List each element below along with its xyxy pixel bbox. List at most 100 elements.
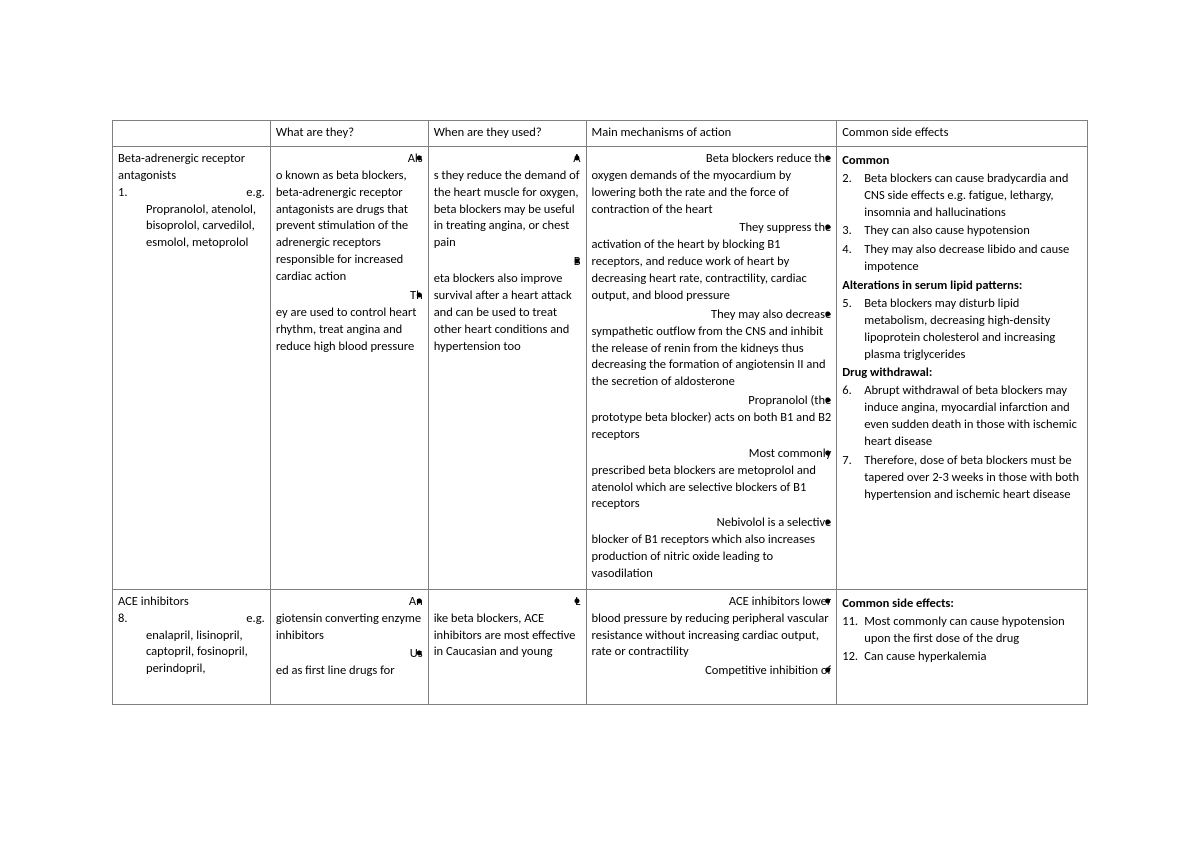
cell-drug-name: ACE inhibitors 8. e.g. enalapril, lisino… bbox=[113, 589, 271, 704]
example-number: 1. bbox=[118, 185, 138, 202]
bullet-icon: • bbox=[824, 220, 831, 234]
bullet-item: • Nebivolol is a selective blocker of B1… bbox=[592, 515, 832, 583]
bullet-icon: • bbox=[574, 594, 581, 608]
bullet-icon: • bbox=[416, 151, 423, 165]
example-text: enalapril, lisinopril, captopril, fosino… bbox=[140, 628, 265, 679]
list-item: 11. Most commonly can cause hypotension … bbox=[842, 614, 1082, 648]
table-header-row: What are they? When are they used? Main … bbox=[113, 121, 1088, 147]
bullet-item: • ACE inhibitors lower blood pressure by… bbox=[592, 594, 832, 662]
bullet-body: ed as first line drugs for bbox=[276, 663, 423, 680]
cell-drug-name: Beta-adrenergic receptor antagonists 1. … bbox=[113, 146, 271, 589]
item-text: Beta blockers can cause bradycardia and … bbox=[864, 171, 1068, 220]
bullet-body: s they reduce the demand of the heart mu… bbox=[434, 168, 581, 252]
bullet-item: • Als o known as beta blockers, beta-adr… bbox=[276, 151, 423, 286]
bullet-body: sympathetic outflow from the CNS and inh… bbox=[592, 324, 832, 392]
bullet-item: • An giotensin converting enzyme inhibit… bbox=[276, 594, 423, 645]
header-side-effects: Common side effects bbox=[837, 121, 1088, 147]
list-item: 5. Beta blockers may disturb lipid metab… bbox=[842, 296, 1082, 364]
bullet-lead: They suppress the bbox=[735, 220, 831, 237]
bullet-icon: • bbox=[574, 254, 581, 268]
bullet-body: o known as beta blockers, beta-adrenergi… bbox=[276, 168, 423, 286]
bullet-item: • Us ed as first line drugs for bbox=[276, 646, 423, 680]
item-text: Abrupt withdrawal of beta blockers may i… bbox=[864, 383, 1077, 449]
bullet-body: oxygen demands of the myocardium by lowe… bbox=[592, 168, 832, 219]
bullet-item: • L ike beta blockers, ACE inhibitors ar… bbox=[434, 594, 581, 662]
bullet-icon: • bbox=[416, 594, 423, 608]
item-number: 7. bbox=[842, 453, 862, 470]
item-text: Can cause hyperkalemia bbox=[864, 649, 986, 664]
bullet-body: giotensin converting enzyme inhibitors bbox=[276, 611, 423, 645]
bullet-lead: Nebivolol is a selective bbox=[713, 515, 832, 532]
item-text: They may also decrease libido and cause … bbox=[864, 242, 1069, 274]
bullet-icon: • bbox=[824, 594, 831, 608]
item-number: 2. bbox=[842, 171, 862, 188]
bullet-icon: • bbox=[574, 151, 581, 165]
bullet-body: activation of the heart by blocking B1 r… bbox=[592, 237, 832, 305]
header-what: What are they? bbox=[270, 121, 428, 147]
example-label: e.g. bbox=[246, 185, 265, 202]
item-text: Most commonly can cause hypotension upon… bbox=[864, 614, 1064, 646]
bullet-icon: • bbox=[824, 393, 831, 407]
bullet-item: • B eta blockers also improve survival a… bbox=[434, 254, 581, 355]
side-effect-heading: Drug withdrawal: bbox=[842, 365, 1082, 382]
item-number: 12. bbox=[842, 649, 862, 666]
bullet-icon: • bbox=[824, 307, 831, 321]
item-text: Beta blockers may disturb lipid metaboli… bbox=[864, 296, 1055, 362]
table-row: Beta-adrenergic receptor antagonists 1. … bbox=[113, 146, 1088, 589]
cell-when: • L ike beta blockers, ACE inhibitors ar… bbox=[428, 589, 586, 704]
bullet-item: • A s they reduce the demand of the hear… bbox=[434, 151, 581, 252]
bullet-item: • Propranolol (the prototype beta blocke… bbox=[592, 393, 832, 444]
cell-mechanism: • Beta blockers reduce the oxygen demand… bbox=[586, 146, 837, 589]
bullet-icon: • bbox=[824, 663, 831, 677]
bullet-lead: ACE inhibitors lower bbox=[725, 594, 831, 611]
cell-when: • A s they reduce the demand of the hear… bbox=[428, 146, 586, 589]
bullet-item: • Most commonly prescribed beta blockers… bbox=[592, 446, 832, 514]
bullet-body: eta blockers also improve survival after… bbox=[434, 271, 581, 355]
bullet-icon: • bbox=[824, 446, 831, 460]
drug-name: Beta-adrenergic receptor antagonists bbox=[118, 151, 265, 185]
list-item: 12. Can cause hyperkalemia bbox=[842, 649, 1082, 666]
drug-examples: 1. e.g. Propranolol, atenolol, bisoprolo… bbox=[118, 185, 265, 253]
item-number: 6. bbox=[842, 383, 862, 400]
cell-side-effects: Common 2. Beta blockers can cause bradyc… bbox=[837, 146, 1088, 589]
bullet-item: • Beta blockers reduce the oxygen demand… bbox=[592, 151, 832, 219]
example-number: 8. bbox=[118, 611, 138, 628]
bullet-lead: They may also decrease bbox=[707, 307, 831, 324]
drug-examples: 8. e.g. enalapril, lisinopril, captopril… bbox=[118, 611, 265, 679]
bullet-body: ey are used to control heart rhythm, tre… bbox=[276, 305, 423, 356]
bullet-lead: Most commonly bbox=[745, 446, 831, 463]
side-effect-heading: Common bbox=[842, 153, 1082, 170]
list-item: 2. Beta blockers can cause bradycardia a… bbox=[842, 171, 1082, 222]
cell-what: • An giotensin converting enzyme inhibit… bbox=[270, 589, 428, 704]
drug-name: ACE inhibitors bbox=[118, 594, 265, 611]
cell-side-effects: Common side effects: 11. Most commonly c… bbox=[837, 589, 1088, 704]
bullet-icon: • bbox=[416, 646, 423, 660]
bullet-lead: Propranolol (the bbox=[744, 393, 831, 410]
bullet-item: • They suppress the activation of the he… bbox=[592, 220, 832, 304]
list-item: 6. Abrupt withdrawal of beta blockers ma… bbox=[842, 383, 1082, 451]
list-item: 3. They can also cause hypotension bbox=[842, 223, 1082, 240]
item-number: 4. bbox=[842, 242, 862, 259]
document-page: What are they? When are they used? Main … bbox=[0, 0, 1200, 705]
cell-mechanism: • ACE inhibitors lower blood pressure by… bbox=[586, 589, 837, 704]
bullet-icon: • bbox=[824, 151, 831, 165]
item-text: Therefore, dose of beta blockers must be… bbox=[864, 453, 1079, 502]
bullet-item: • Th ey are used to control heart rhythm… bbox=[276, 288, 423, 356]
bullet-icon: • bbox=[416, 288, 423, 302]
list-item: 7. Therefore, dose of beta blockers must… bbox=[842, 453, 1082, 504]
item-number: 5. bbox=[842, 296, 862, 313]
cell-what: • Als o known as beta blockers, beta-adr… bbox=[270, 146, 428, 589]
table-row: ACE inhibitors 8. e.g. enalapril, lisino… bbox=[113, 589, 1088, 704]
bullet-lead: Competitive inhibition of bbox=[701, 663, 831, 680]
bullet-item: • Competitive inhibition of bbox=[592, 663, 832, 680]
example-text: Propranolol, atenolol, bisoprolol, carve… bbox=[140, 202, 265, 253]
bullet-body: blood pressure by reducing peripheral va… bbox=[592, 611, 832, 662]
list-item: 4. They may also decrease libido and cau… bbox=[842, 242, 1082, 276]
bullet-body: prototype beta blocker) acts on both B1 … bbox=[592, 410, 832, 444]
drug-table: What are they? When are they used? Main … bbox=[112, 120, 1088, 705]
example-label: e.g. bbox=[246, 611, 265, 628]
bullet-body: blocker of B1 receptors which also incre… bbox=[592, 532, 832, 583]
bullet-body: ike beta blockers, ACE inhibitors are mo… bbox=[434, 611, 581, 662]
item-number: 11. bbox=[842, 614, 862, 631]
bullet-item: • They may also decrease sympathetic out… bbox=[592, 307, 832, 391]
